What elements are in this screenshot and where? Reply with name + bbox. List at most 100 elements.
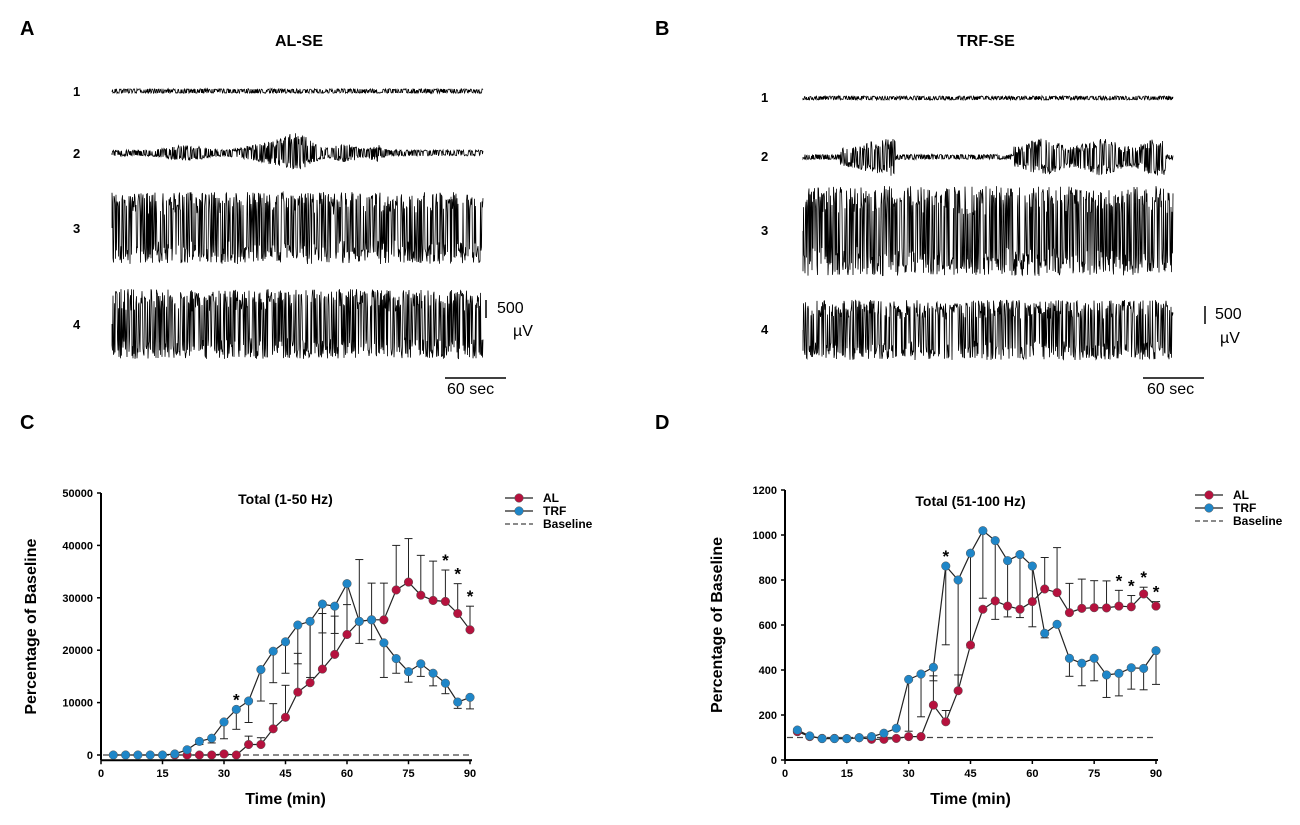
data-point-al bbox=[416, 590, 426, 600]
data-point-al bbox=[1101, 603, 1112, 613]
data-point-trf bbox=[928, 662, 938, 672]
series-line-trf bbox=[797, 529, 1157, 740]
chart-title: Total (51-100 Hz) bbox=[915, 493, 1025, 509]
amplitude-scale-unit: µV bbox=[1220, 330, 1240, 347]
legend-label-al: AL bbox=[543, 491, 559, 505]
trace-label: 3 bbox=[761, 223, 769, 238]
data-point-trf bbox=[941, 561, 951, 571]
data-point-trf bbox=[1015, 550, 1025, 560]
data-point-al bbox=[1064, 608, 1074, 618]
significance-mark: * bbox=[942, 547, 949, 566]
data-point-trf bbox=[121, 750, 131, 760]
eeg-trace bbox=[111, 190, 484, 265]
legend-label-trf: TRF bbox=[543, 504, 566, 518]
data-point-al bbox=[1114, 601, 1124, 611]
data-point-al bbox=[244, 739, 254, 750]
y-tick-label: 400 bbox=[759, 665, 777, 677]
data-point-trf bbox=[231, 704, 241, 714]
x-axis-label: Time (min) bbox=[245, 791, 326, 808]
data-point-trf bbox=[867, 732, 877, 742]
data-point-al bbox=[465, 625, 475, 635]
chart-c: 0 15 30 45 60 75 90 0 10000 20000 30000 40000 50000 T… bbox=[23, 488, 593, 808]
eeg-trace bbox=[111, 289, 484, 360]
data-point-al bbox=[891, 733, 901, 743]
y-tick-label: 800 bbox=[759, 575, 777, 587]
data-point-trf bbox=[194, 736, 204, 746]
panel-label-d: D bbox=[655, 412, 670, 434]
data-point-trf bbox=[1052, 619, 1062, 629]
data-point-trf bbox=[207, 733, 217, 743]
significance-mark: * bbox=[442, 551, 449, 570]
data-point-trf bbox=[330, 601, 340, 611]
significance-mark: * bbox=[1116, 571, 1123, 590]
data-point-al bbox=[1139, 589, 1149, 599]
data-point-al bbox=[391, 585, 401, 595]
data-point-trf bbox=[891, 723, 901, 733]
y-tick-label: 40000 bbox=[62, 540, 93, 552]
series-line-trf bbox=[113, 582, 471, 756]
x-tick-label: 75 bbox=[1088, 768, 1100, 780]
data-point-al bbox=[194, 750, 204, 760]
data-point-al bbox=[219, 749, 229, 759]
amplitude-scale-unit: µV bbox=[513, 323, 533, 340]
data-point-trf bbox=[157, 750, 168, 760]
data-point-trf bbox=[805, 731, 815, 741]
y-tick-label: 50000 bbox=[62, 488, 93, 500]
data-point-trf bbox=[133, 750, 143, 760]
y-tick-label: 0 bbox=[771, 755, 777, 767]
legend-swatch-trf bbox=[1204, 503, 1214, 513]
legend-swatch-trf bbox=[514, 506, 524, 516]
data-point-trf bbox=[428, 668, 438, 678]
data-point-trf bbox=[829, 734, 840, 744]
x-tick-label: 60 bbox=[1026, 768, 1038, 780]
data-point-trf bbox=[842, 734, 852, 744]
data-point-trf bbox=[990, 536, 1000, 546]
significance-mark: * bbox=[454, 565, 461, 584]
y-tick-label: 1200 bbox=[753, 485, 777, 497]
significance-mark: * bbox=[1140, 568, 1147, 587]
trace-label: 2 bbox=[73, 146, 81, 161]
y-tick-label: 200 bbox=[759, 710, 777, 722]
eeg-trace bbox=[802, 138, 1174, 176]
data-point-al bbox=[428, 595, 438, 605]
eeg-trace bbox=[111, 87, 484, 95]
data-point-al bbox=[440, 596, 450, 607]
data-point-al bbox=[965, 640, 976, 650]
data-point-al bbox=[953, 686, 963, 696]
x-tick-label: 15 bbox=[156, 768, 168, 780]
data-point-trf bbox=[916, 669, 926, 679]
data-point-al bbox=[256, 739, 266, 750]
data-point-al bbox=[280, 712, 291, 722]
legend-swatch-al bbox=[514, 493, 524, 503]
y-tick-label: 10000 bbox=[62, 698, 93, 710]
x-tick-label: 90 bbox=[1150, 768, 1162, 780]
data-point-al bbox=[1089, 603, 1099, 613]
x-tick-label: 45 bbox=[279, 768, 291, 780]
data-point-trf bbox=[342, 579, 352, 589]
panel-a-title: AL-SE bbox=[275, 33, 323, 50]
data-point-trf bbox=[965, 548, 976, 558]
trace-label: 4 bbox=[73, 317, 81, 332]
chart-title: Total (1-50 Hz) bbox=[238, 491, 333, 507]
data-point-trf bbox=[817, 734, 827, 744]
data-point-trf bbox=[108, 750, 118, 760]
data-point-al bbox=[453, 608, 463, 619]
significance-mark: * bbox=[233, 690, 240, 709]
y-tick-label: 30000 bbox=[62, 593, 93, 605]
data-point-trf bbox=[244, 696, 254, 706]
data-point-trf bbox=[1151, 646, 1161, 656]
data-point-trf bbox=[305, 616, 315, 626]
trace-label: 1 bbox=[73, 84, 81, 99]
data-point-al bbox=[1003, 601, 1013, 611]
data-point-al bbox=[342, 629, 352, 640]
x-axis-label: Time (min) bbox=[930, 791, 1011, 808]
data-point-al bbox=[916, 732, 926, 742]
legend-swatch-al bbox=[1204, 490, 1214, 500]
data-point-al bbox=[978, 604, 988, 614]
data-point-al bbox=[1126, 602, 1136, 612]
data-point-trf bbox=[317, 599, 327, 609]
data-point-al bbox=[990, 596, 1000, 606]
significance-mark: * bbox=[1153, 583, 1160, 602]
eeg-traces bbox=[111, 87, 1174, 361]
